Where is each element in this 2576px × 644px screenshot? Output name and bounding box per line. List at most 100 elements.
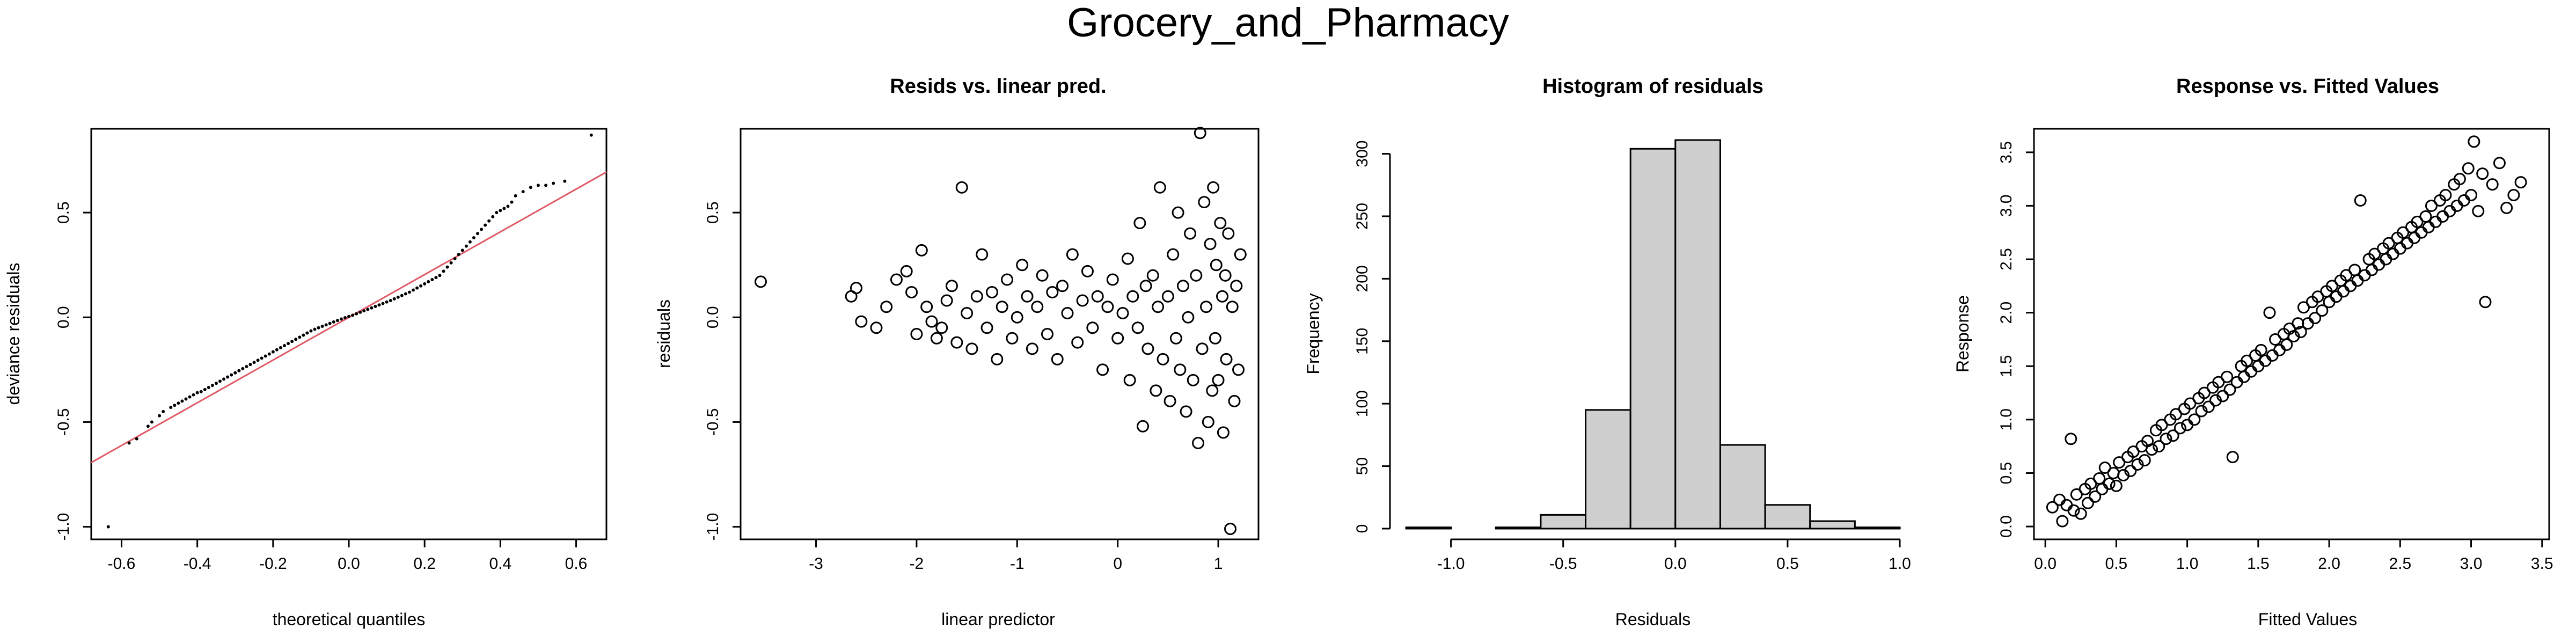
qq-point-43 xyxy=(305,331,309,335)
hist-x-tick-label-1: -0.5 xyxy=(1549,555,1577,573)
qq-point-30 xyxy=(256,358,260,362)
hist-title: Histogram of residuals xyxy=(1542,75,1763,98)
qq-point-50 xyxy=(332,320,335,324)
qq-point-12 xyxy=(188,395,192,399)
fitted-point-2 xyxy=(2056,515,2069,528)
fitted-title: Response vs. Fitted Values xyxy=(2176,75,2439,98)
resid-point-13 xyxy=(930,332,943,345)
fitted-point-42 xyxy=(2198,386,2211,399)
qq-x-tick-label-6: 0.6 xyxy=(565,555,588,573)
qq-point-21 xyxy=(222,377,226,381)
resid-point-20 xyxy=(965,342,978,355)
resid-x-tick-label-4: 1 xyxy=(1214,555,1223,573)
resid-y-tick-label-1: -0.5 xyxy=(704,408,722,436)
fitted-point-18 xyxy=(2113,456,2126,469)
fitted-point-53 xyxy=(2237,370,2250,383)
qq-point-6 xyxy=(162,409,165,413)
resid-point-3 xyxy=(855,315,868,328)
qq-point-26 xyxy=(241,367,245,370)
resid-point-59 xyxy=(1146,269,1159,282)
fitted-point-5 xyxy=(2067,504,2080,517)
fitted-x-tick-label-4: 2.0 xyxy=(2318,555,2340,573)
resid-point-56 xyxy=(1137,420,1150,433)
resid-point-48 xyxy=(1106,273,1119,286)
qq-x-tick-label-4: 0.2 xyxy=(413,555,436,573)
resid-y-tick-label-2: 0.0 xyxy=(704,306,722,328)
fitted-x-tick-label-2: 1.0 xyxy=(2176,555,2199,573)
fitted-point-49 xyxy=(2223,383,2236,396)
fitted-y-tick-label-2: 1.0 xyxy=(1997,408,2015,431)
fitted-point-115 xyxy=(2457,194,2470,207)
fitted-point-30 xyxy=(2155,419,2168,431)
fitted-x-tick-label-5: 2.5 xyxy=(2389,555,2411,573)
fitted-point-113 xyxy=(2450,199,2463,212)
resid-point-24 xyxy=(985,286,998,298)
qq-point-48 xyxy=(324,323,328,327)
qq-point-20 xyxy=(218,379,222,383)
fitted-point-125 xyxy=(2507,189,2520,202)
resid-point-2 xyxy=(850,282,862,295)
fitted-point-77 xyxy=(2323,296,2336,309)
resid-point-98 xyxy=(1232,363,1245,376)
fitted-point-58 xyxy=(2255,343,2267,356)
fitted-point-70 xyxy=(2297,301,2310,314)
fitted-point-43 xyxy=(2202,400,2215,413)
fitted-point-54 xyxy=(2241,354,2253,367)
fitted-point-59 xyxy=(2259,354,2272,367)
qq-point-53 xyxy=(343,316,347,320)
resid-point-27 xyxy=(1001,273,1014,286)
figure-title: Grocery_and_Pharmacy xyxy=(1067,0,1509,46)
hist-y-tick-label-2: 100 xyxy=(1353,390,1371,417)
fitted-x-tick-label-0: 0.0 xyxy=(2034,555,2057,573)
fitted-point-94 xyxy=(2382,237,2395,250)
resid-point-80 xyxy=(1200,301,1213,313)
fitted-point-90 xyxy=(2368,247,2381,260)
fitted-point-107 xyxy=(2429,215,2442,228)
resid-point-42 xyxy=(1076,294,1089,307)
resid-point-43 xyxy=(1081,265,1094,277)
resid-point-8 xyxy=(905,286,918,298)
qq-point-8 xyxy=(173,404,177,407)
hist-bar-10 xyxy=(1854,526,1901,530)
fitted-point-16 xyxy=(2107,466,2120,479)
hist-bar-9 xyxy=(1809,520,1856,530)
qq-point-44 xyxy=(309,329,313,333)
resid-x-tick-label-3: 0 xyxy=(1113,555,1122,573)
resid-point-39 xyxy=(1061,306,1074,319)
qq-point-22 xyxy=(226,375,230,379)
qq-point-25 xyxy=(237,369,241,372)
resid-point-85 xyxy=(1209,332,1221,345)
fitted-point-69 xyxy=(2294,326,2307,339)
fitted-point-114 xyxy=(2453,173,2466,186)
fitted-x-tick-label-1: 0.5 xyxy=(2105,555,2128,573)
qq-point-95 xyxy=(502,207,506,210)
fitted-point-27 xyxy=(2146,443,2158,456)
resid-point-77 xyxy=(1194,127,1206,140)
hist-bar-4 xyxy=(1585,409,1631,530)
resid-point-62 xyxy=(1153,181,1166,194)
resid-point-71 xyxy=(1180,405,1192,418)
hist-bars xyxy=(1405,139,1901,530)
resid-x-tick-label-1: -2 xyxy=(910,555,924,573)
fitted-point-21 xyxy=(2124,465,2137,477)
fitted-point-0 xyxy=(2046,501,2059,514)
resid-point-12 xyxy=(925,315,938,328)
qq-point-88 xyxy=(476,232,479,236)
resid-point-37 xyxy=(1051,353,1064,365)
qq-point-99 xyxy=(521,190,525,194)
fitted-point-119 xyxy=(2472,204,2485,217)
qq-point-86 xyxy=(468,240,472,244)
qq-point-101 xyxy=(536,184,540,187)
resid-x-ticks: -3 -2 -1 0 1 xyxy=(809,539,1223,573)
resid-x-tick-label-0: -3 xyxy=(809,555,823,573)
qq-point-18 xyxy=(210,384,214,387)
resid-y-tick-label-0: -1.0 xyxy=(704,513,722,541)
resid-point-81 xyxy=(1202,415,1214,428)
qq-point-24 xyxy=(233,371,237,375)
qq-point-33 xyxy=(267,352,271,356)
resid-point-66 xyxy=(1167,248,1180,261)
fitted-x-label: Fitted Values xyxy=(2258,610,2357,629)
resid-point-50 xyxy=(1116,306,1129,319)
resid-point-95 xyxy=(1226,301,1239,313)
